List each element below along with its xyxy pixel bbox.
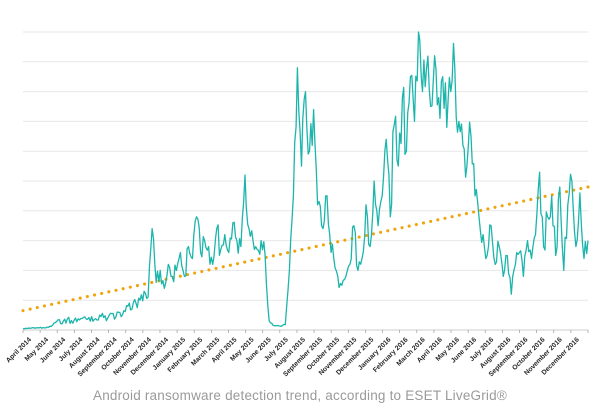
trend-dot [464, 212, 468, 216]
trend-dot [42, 304, 47, 308]
trend-dot [286, 251, 290, 255]
trend-dotted-line [21, 185, 590, 313]
trend-dot [50, 302, 54, 306]
trend-dot [414, 222, 418, 227]
trend-dot [336, 240, 340, 244]
trend-dot [243, 260, 247, 264]
trend-dot [386, 229, 390, 233]
trend-dot [178, 274, 182, 278]
trend-dot [78, 296, 82, 300]
trend-dot [443, 216, 447, 220]
trend-dot [479, 208, 483, 212]
detections-line [22, 31, 589, 330]
trend-dot [150, 280, 154, 285]
trend-dot [586, 185, 590, 189]
trend-dot [135, 284, 139, 288]
trend-dot [236, 262, 240, 266]
trend-dot [92, 293, 97, 297]
trend-dot [193, 271, 197, 275]
trend-dot [21, 309, 25, 313]
trend-dot [293, 249, 297, 253]
trend-dot [500, 204, 504, 208]
trend-dot [214, 266, 218, 270]
trend-dot [529, 197, 533, 202]
trend-dot [64, 299, 68, 303]
trend-dot [35, 305, 39, 310]
trend-dot [543, 194, 547, 198]
trend-dot [450, 215, 454, 219]
trend-dot [307, 246, 311, 250]
x-axis [22, 329, 589, 333]
trend-dot [407, 224, 411, 228]
trend-dot [28, 307, 32, 311]
trend-dot [100, 291, 104, 295]
trend-dot [250, 258, 254, 263]
trend-dot [271, 254, 275, 258]
trend-dot [321, 243, 325, 247]
trend-dot [257, 257, 261, 261]
trend-dot [185, 273, 190, 277]
trend-dot [493, 205, 497, 209]
trend-dot [221, 265, 225, 269]
trend-dot [421, 221, 426, 225]
trend-dot [128, 285, 132, 289]
trend-dot [207, 268, 211, 272]
gridlines [23, 31, 588, 301]
trend-dot [507, 202, 511, 206]
trend-dot [579, 186, 583, 191]
trend-dot [121, 287, 125, 291]
trend-dot [71, 298, 75, 302]
trend-dot [436, 218, 440, 222]
trend-dot [522, 199, 526, 203]
trend-dot [300, 248, 304, 252]
trend-dot [429, 219, 433, 223]
trend-dot [364, 233, 368, 238]
trend-dot [57, 301, 61, 305]
trend-dot [486, 207, 490, 211]
trend-dot [278, 252, 283, 256]
trend-dot [472, 210, 476, 214]
trend-dot [85, 294, 89, 299]
trend-dot [343, 238, 347, 242]
trend-dot [400, 226, 404, 230]
detections-polyline [22, 31, 589, 330]
trend-dot [457, 213, 461, 217]
trend-dot [564, 190, 569, 194]
trend-dot [107, 290, 111, 294]
trend-dot [314, 244, 318, 248]
trend-dot [114, 288, 118, 292]
trend-dot [514, 201, 519, 205]
trend-dot [200, 269, 204, 274]
trend-dot [228, 263, 232, 267]
trend-dot [393, 227, 397, 231]
trend-dot [143, 282, 147, 286]
trend-dot [379, 230, 383, 234]
trend-dot [357, 235, 361, 239]
chart-caption: Android ransomware detection trend, acco… [92, 388, 507, 403]
trend-dot [371, 232, 375, 236]
